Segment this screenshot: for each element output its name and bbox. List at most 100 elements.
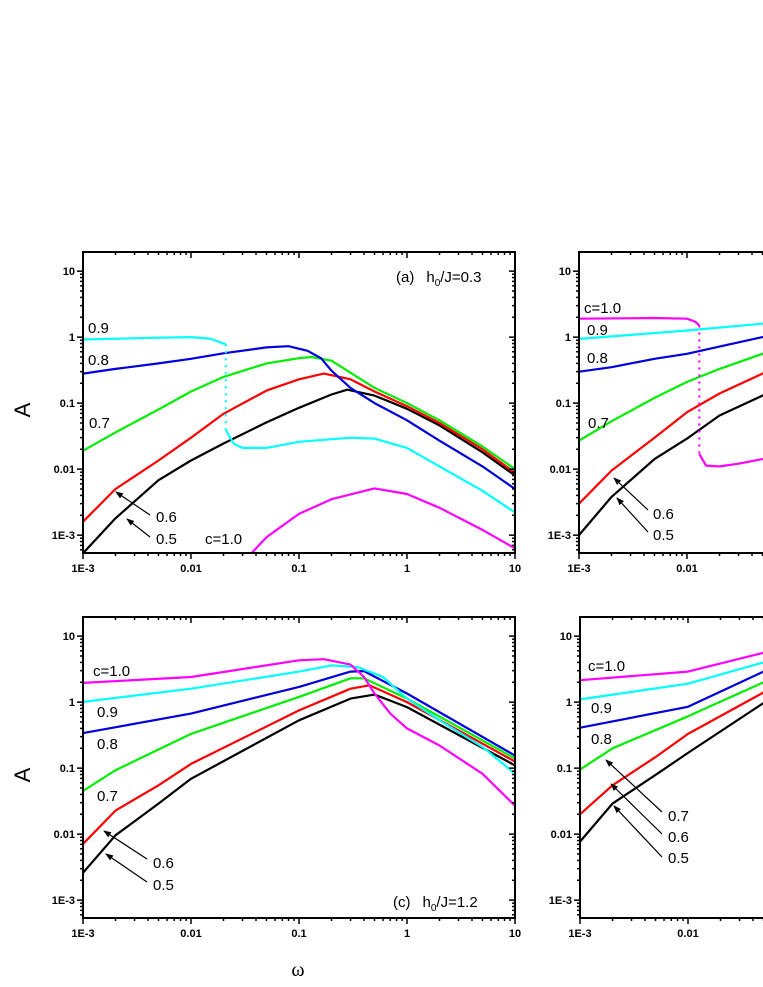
panel-param-subscript: 0 — [431, 903, 437, 914]
curve-label: 0.9 — [587, 322, 608, 339]
series-line-c-0.5 — [83, 388, 515, 553]
panel-tag: (c) — [393, 894, 411, 911]
plot-frame — [82, 251, 516, 554]
curve-label: 0.5 — [153, 877, 174, 894]
series-line-c-0.6 — [83, 372, 515, 523]
series-line-c-0.9 — [580, 661, 763, 701]
pointer-arrow — [610, 783, 663, 835]
series-line-c-0.6 — [83, 684, 515, 845]
curve-label: c=1.0 — [93, 663, 130, 680]
pointer-arrow — [115, 491, 151, 516]
curve-label: 0.6 — [653, 506, 674, 523]
y-axis-label-top: A — [10, 402, 35, 417]
curve-label: 0.6 — [153, 855, 174, 872]
y-tick-label: 1E-3 — [549, 895, 572, 907]
x-tick-label: 0.1 — [291, 563, 306, 575]
panel-d: 1E-3 0.01 1E-3 0.01 0.1 1 10 c=1.0 0.9 0.8 0.7 0.6 0… — [549, 616, 763, 940]
curve-label: 0.6 — [156, 509, 177, 526]
series-line-c-0.7 — [83, 677, 515, 792]
series-line-c-0.7 — [83, 355, 515, 471]
series-line-c-0.7 — [580, 681, 763, 771]
x-tick-label: 0.01 — [676, 563, 697, 575]
pointer-arrow — [605, 759, 663, 813]
panel-param-subscript: 0 — [435, 278, 441, 289]
panel-label: (a) h0/J=0.3 — [396, 269, 482, 289]
pointer-arrow — [105, 853, 148, 883]
y-tick-label: 10 — [559, 266, 571, 278]
panel-label: (c) h0/J=1.2 — [393, 894, 478, 914]
curve-label: 0.8 — [591, 731, 612, 748]
series-line-c-0.9 — [579, 322, 763, 340]
series-line-c-0.6 — [580, 691, 763, 816]
series-line-c-0.9 — [224, 429, 515, 514]
curve-label: 0.7 — [588, 415, 609, 432]
curve-label: 0.5 — [653, 527, 674, 544]
x-tick-label: 1E-3 — [568, 928, 591, 940]
panel-tag: (a) — [396, 269, 414, 286]
curve-label: c=1.0 — [588, 658, 625, 675]
pointer-arrow — [103, 830, 148, 860]
x-tick-label: 0.01 — [180, 563, 201, 575]
curve-label: 0.9 — [88, 320, 109, 337]
y-tick-label: 0.01 — [550, 464, 571, 476]
x-axis-label: ω — [291, 959, 304, 981]
curves — [580, 651, 763, 843]
y-tick-label: 1 — [69, 332, 75, 344]
y-tick-label: 1 — [69, 697, 75, 709]
curve-label: 0.5 — [156, 531, 177, 548]
curve-label: 0.8 — [97, 736, 118, 753]
curves — [83, 336, 515, 553]
curve-label: 0.9 — [97, 704, 118, 721]
y-tick-label: 1E-3 — [52, 530, 75, 542]
series-line-c-0.5 — [83, 693, 515, 874]
series-line-c-1.0 — [698, 453, 763, 468]
curve-label: 0.8 — [587, 350, 608, 367]
panel-a: 1E-3 0.01 0.1 1 10 1E-3 0.01 0.1 1 10 0.9 0.8 0.7 0.6… — [52, 251, 521, 575]
series-line-c-1.0 — [250, 487, 515, 553]
pointer-arrow — [613, 477, 649, 511]
y-axis-label-bottom: A — [10, 767, 35, 782]
y-tick-label: 0.01 — [54, 829, 75, 841]
curve-label: 0.7 — [89, 415, 110, 432]
curve-label: c=1.0 — [584, 300, 621, 317]
pointer-arrow — [126, 518, 151, 538]
plot-frame — [82, 616, 516, 919]
series-line-c-0.8 — [580, 670, 763, 729]
series-line-c-1.0 — [580, 651, 763, 682]
panel-param-value: /J=0.3 — [440, 269, 481, 286]
y-tick-label: 0.1 — [60, 398, 75, 410]
y-tick-label: 10 — [63, 631, 75, 643]
y-tick-label: 0.01 — [54, 464, 75, 476]
x-tick-label: 0.1 — [291, 928, 306, 940]
x-tick-label: 1 — [404, 563, 410, 575]
series-line-c-0.6 — [579, 372, 763, 505]
x-tick-label: 1E-3 — [567, 563, 590, 575]
y-tick-label: 1E-3 — [548, 530, 571, 542]
curve-label: 0.7 — [97, 788, 118, 805]
y-tick-label: 10 — [63, 266, 75, 278]
curve-label: c=1.0 — [205, 531, 242, 548]
y-tick-label: 1 — [566, 697, 572, 709]
curves — [83, 658, 515, 874]
y-tick-label: 0.01 — [551, 829, 572, 841]
y-tick-label: 0.1 — [557, 763, 572, 775]
pointer-arrow — [613, 805, 663, 858]
curve-label: 0.7 — [668, 808, 689, 825]
panel-param-symbol: h — [426, 269, 434, 286]
series-line-c-0.9 — [83, 664, 515, 775]
series-line-c-0.5 — [580, 702, 763, 843]
curve-label: 0.9 — [591, 700, 612, 717]
curve-label: 0.8 — [88, 352, 109, 369]
curve-label: 0.6 — [668, 829, 689, 846]
x-tick-label: 0.01 — [677, 928, 698, 940]
panel-c: 1E-3 0.01 0.1 1 10 1E-3 0.01 0.1 1 10 c=1.0 0.9 0.8 0… — [52, 616, 521, 940]
panel-b: 1E-3 0.01 1E-3 0.01 0.1 1 10 c=1.0 0.9 0.8 0.7 0.6 0… — [548, 251, 763, 575]
y-tick-label: 10 — [560, 631, 572, 643]
x-tick-label: 10 — [509, 928, 521, 940]
y-tick-label: 1 — [565, 332, 571, 344]
x-tick-label: 10 — [509, 563, 521, 575]
curve-label: 0.5 — [668, 850, 689, 867]
series-line-c-0.9 — [83, 336, 227, 346]
series-line-c-0.8 — [83, 345, 515, 490]
y-tick-label: 0.1 — [60, 763, 75, 775]
